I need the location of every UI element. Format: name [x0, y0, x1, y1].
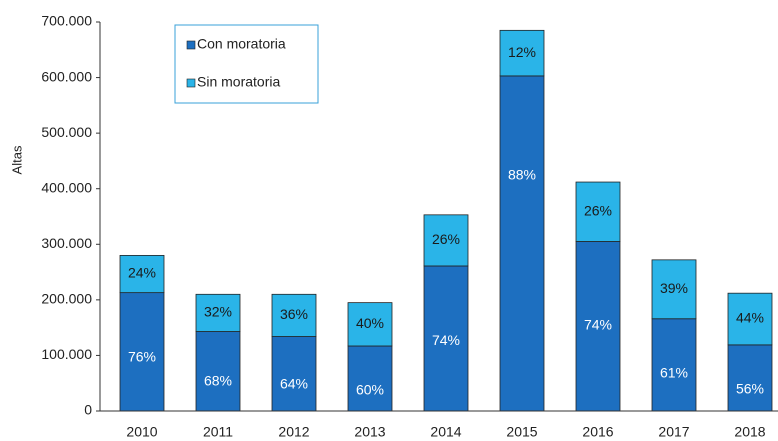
data-label: 88%: [508, 167, 536, 183]
data-label: 12%: [508, 44, 536, 60]
y-tick-label: 500.000: [41, 124, 92, 140]
y-tick-label: 600.000: [41, 68, 92, 84]
bar-segment: [347, 302, 393, 347]
data-label: 74%: [584, 317, 612, 333]
bar-segment: [423, 214, 469, 267]
x-tick-label: 2012: [278, 424, 309, 440]
bar-segment: [347, 345, 393, 412]
bar-segment: [423, 265, 469, 412]
bar-segment: [119, 292, 165, 412]
bar-segment: [271, 293, 317, 337]
data-label: 76%: [128, 348, 156, 364]
legend-box: [174, 24, 319, 104]
data-label: 36%: [280, 306, 308, 322]
x-tick-label: 2015: [506, 424, 537, 440]
x-tick-label: 2010: [126, 424, 157, 440]
legend-swatch: [186, 78, 196, 88]
y-tick-label: 100.000: [41, 346, 92, 362]
y-tick-label: 700.000: [41, 13, 92, 29]
bar-segment: [195, 331, 241, 412]
data-label: 26%: [584, 202, 612, 218]
data-label: 44%: [736, 310, 764, 326]
y-tick-label: 0: [84, 402, 92, 418]
data-label: 40%: [356, 315, 384, 331]
data-label: 61%: [660, 365, 688, 381]
y-tick-label: 400.000: [41, 179, 92, 195]
data-label: 56%: [736, 381, 764, 397]
legend-swatch: [186, 40, 196, 50]
data-label: 64%: [280, 376, 308, 392]
data-label: 74%: [432, 332, 460, 348]
bar-segment: [195, 293, 241, 332]
bar-segment: [499, 75, 545, 412]
y-tick-label: 300.000: [41, 235, 92, 251]
data-label: 26%: [432, 231, 460, 247]
y-tick-label: 200.000: [41, 291, 92, 307]
data-label: 24%: [128, 265, 156, 281]
bar-segment: [575, 241, 621, 412]
bar-segment: [651, 259, 697, 320]
bar-segment: [119, 254, 165, 294]
x-tick-label: 2014: [430, 424, 461, 440]
data-label: 68%: [204, 372, 232, 388]
x-tick-label: 2013: [354, 424, 385, 440]
legend-label: Sin moratoria: [197, 74, 280, 90]
data-label: 60%: [356, 381, 384, 397]
data-label: 32%: [204, 304, 232, 320]
bar-segment: [727, 292, 773, 346]
x-tick-label: 2016: [582, 424, 613, 440]
legend-label: Con moratoria: [197, 36, 286, 52]
bar-segment: [499, 29, 545, 77]
x-tick-label: 2011: [203, 424, 233, 440]
bar-segment: [575, 181, 621, 242]
bar-segment: [271, 336, 317, 412]
x-tick-label: 2018: [734, 424, 765, 440]
y-axis-label: Altas: [9, 145, 24, 174]
data-label: 39%: [660, 280, 688, 296]
bar-segment: [727, 344, 773, 412]
x-tick-label: 2017: [658, 424, 689, 440]
